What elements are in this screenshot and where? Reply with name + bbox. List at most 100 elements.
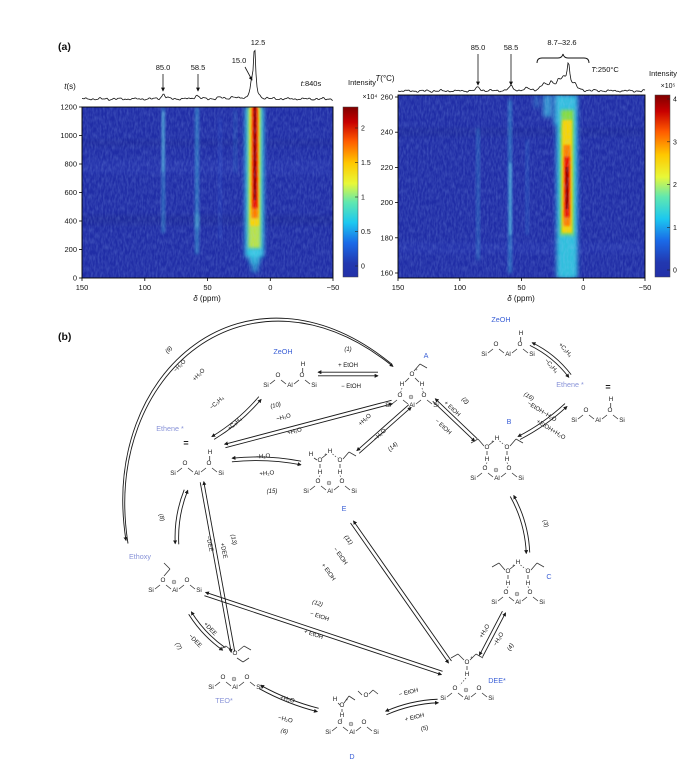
svg-text:H: H (526, 580, 531, 587)
reaction-label: +H₂O (479, 623, 492, 639)
y-tick: 600 (64, 188, 77, 197)
svg-text:O: O (410, 371, 415, 378)
svg-text:Si: Si (311, 382, 317, 389)
svg-text:Si: Si (619, 417, 625, 424)
svg-text:O: O (316, 478, 321, 485)
y-axis-label: t(s) (64, 82, 76, 91)
svg-text:Al: Al (515, 599, 521, 606)
species-label: B (507, 417, 512, 426)
reaction-arrow-6: +H₂O −H₂O (6) (259, 684, 319, 736)
species-label: ZeOH (273, 347, 292, 356)
reaction-arrow-14: +H₂O−H₂O(14) (356, 404, 412, 454)
svg-text:Si: Si (218, 470, 224, 477)
colorbar-scale: ×10⁴ (363, 94, 378, 101)
svg-text:O: O (207, 460, 212, 467)
reaction-label: (13) (229, 534, 237, 546)
species-label: E (342, 504, 347, 513)
heatmap-left: 150 100 50 0 −50 0 200 400 600 800 1000 1200 δ (ppm)… (60, 38, 339, 303)
brace (536, 53, 590, 64)
svg-text:O: O (340, 478, 345, 485)
species-label: DEE* (488, 676, 506, 685)
y-tick: 260 (380, 93, 393, 102)
x-tick: 100 (139, 283, 152, 292)
svg-text:O: O (338, 719, 343, 726)
svg-text:Al: Al (327, 488, 333, 495)
svg-text:Si: Si (571, 417, 577, 424)
peak-label: 15.0 (232, 56, 247, 65)
svg-text:O: O (494, 341, 499, 348)
y-tick: 160 (380, 269, 393, 278)
svg-text:H: H (485, 456, 490, 463)
svg-text:Al: Al (494, 475, 500, 482)
y-tick: 0 (73, 274, 77, 283)
colorbar-title: Intensity (649, 69, 677, 78)
reaction-arrow-4: +H₂O−H₂O(4) (479, 610, 516, 658)
svg-text:H: H (505, 456, 510, 463)
reaction-arrow-18: +C₂H₄−C₂H₄ (529, 342, 573, 378)
panel-b-reaction-cycle-diagram: (b)(1)+ EtOH− EtOH(2)+ EtOH− EtOH(3)+H₂O… (58, 315, 625, 761)
species-label: C (546, 572, 551, 581)
reaction-arrow-5: − EtOH + EtOH(5) (384, 688, 440, 733)
x-axis-label: δ (ppm) (193, 294, 221, 303)
svg-text:H: H (340, 712, 345, 719)
reaction-label: (11) (342, 535, 353, 547)
svg-text:+: + (512, 563, 515, 568)
svg-text:Si: Si (325, 729, 331, 736)
reaction-label: (1) (344, 347, 351, 353)
x-tick: −50 (639, 283, 652, 292)
svg-text:Si: Si (196, 587, 202, 594)
svg-text:+: + (415, 367, 418, 372)
svg-text:O: O (584, 407, 589, 414)
reaction-arrow-12: (12) − EtOH + EtOH (204, 591, 443, 676)
svg-text:Si: Si (148, 587, 154, 594)
svg-text:O: O (362, 719, 367, 726)
colorbar-tick: 2 (673, 182, 677, 189)
svg-text:H: H (519, 330, 524, 337)
reaction-label: (14) (387, 441, 399, 453)
x-tick: 50 (203, 283, 211, 292)
svg-text:Si: Si (373, 729, 379, 736)
heatmap-right: 150 100 50 0 −50 160 180 200 220 240 260 δ (ppm) T(°… (375, 38, 651, 303)
svg-text:H: H (420, 381, 425, 388)
y-tick: 400 (64, 217, 77, 226)
x-tick: −50 (327, 283, 340, 292)
species-label: A (424, 351, 429, 360)
species-label: TEO* (215, 696, 233, 705)
panel-b-label: (b) (58, 331, 71, 343)
svg-text:O: O (528, 589, 533, 596)
svg-text:Al: Al (172, 587, 178, 594)
svg-text:Si: Si (470, 475, 476, 482)
y-tick: 1200 (60, 103, 77, 112)
svg-text:Al: Al (409, 402, 415, 409)
svg-text:+: + (324, 452, 327, 457)
colorbar-tick: 2 (361, 126, 365, 133)
reaction-label: (10) (270, 402, 282, 411)
svg-text:O: O (221, 674, 226, 681)
reaction-arrow-8: (8) (157, 489, 189, 545)
svg-text:O: O (483, 465, 488, 472)
reaction-label: + EtOH (320, 563, 337, 583)
colorbar-tick: 4 (673, 97, 677, 104)
svg-text:H: H (609, 396, 614, 403)
peak-label: 58.5 (504, 43, 519, 52)
reaction-label: (12) (311, 600, 323, 609)
reaction-label: (8) (157, 513, 165, 522)
reaction-label: − EtOH (332, 547, 349, 567)
svg-text:Si: Si (440, 695, 446, 702)
reaction-label: − EtOH (398, 688, 419, 699)
svg-text:O: O (506, 568, 511, 575)
y-axis-label: T(°C) (375, 74, 395, 83)
colorbar-tick: 0.5 (361, 229, 371, 236)
svg-text:O: O (422, 392, 427, 399)
spectrum-trace (397, 61, 646, 93)
reaction-label: (5) (420, 725, 429, 733)
colorbar-scale: ×10⁵ (661, 83, 676, 90)
peak-label: 85.0 (156, 63, 171, 72)
reaction-arrow-11: (11)− EtOH+ EtOH (320, 520, 452, 664)
svg-text:H: H (208, 449, 213, 456)
reaction-label: +EtOH+H₂O (535, 419, 566, 442)
